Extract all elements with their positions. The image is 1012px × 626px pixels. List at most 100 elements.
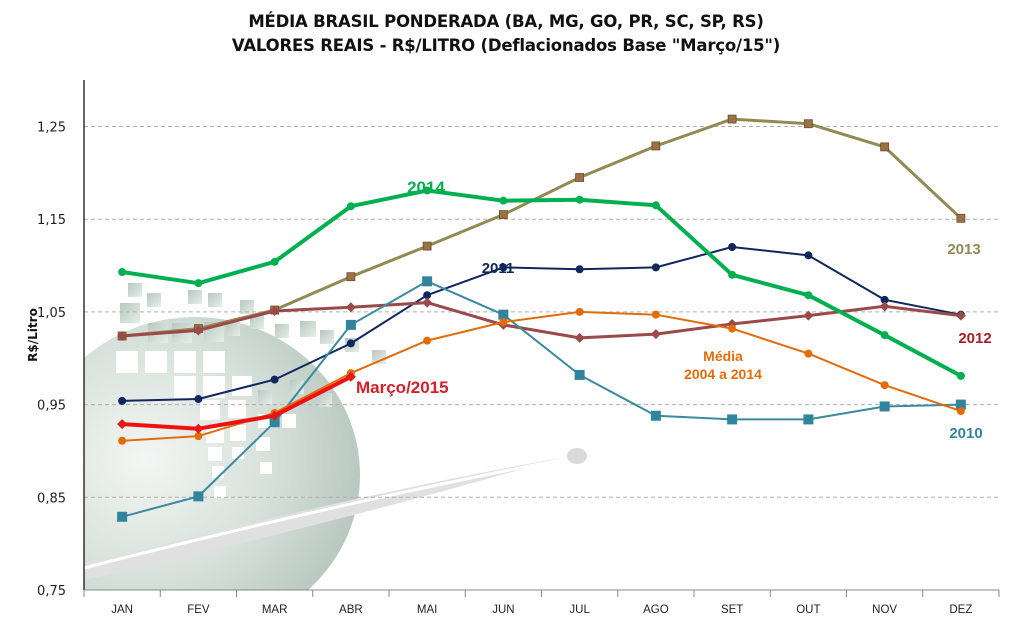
y-tick-label: 1,15	[37, 213, 66, 228]
chart-title-block: MÉDIA BRASIL PONDERADA (BA, MG, GO, PR, …	[0, 10, 1012, 58]
y-tick-labels: 0,75 0,85 0,95 1,05 1,15 1,25	[37, 121, 66, 600]
watermark-square	[250, 315, 264, 329]
data-point	[575, 265, 584, 274]
data-point	[880, 381, 889, 390]
data-point	[194, 395, 203, 404]
watermark-square	[174, 351, 196, 373]
watermark-square	[200, 400, 220, 420]
data-point	[423, 336, 432, 345]
data-point	[804, 251, 813, 260]
data-point	[345, 371, 356, 382]
watermark-square	[282, 414, 296, 428]
series-label-media-range: 2004 a 2014	[684, 366, 762, 382]
data-point	[575, 307, 584, 316]
data-point	[728, 270, 737, 279]
data-point	[728, 324, 737, 333]
x-tick-label: DEZ	[949, 604, 972, 616]
watermark-square	[275, 324, 289, 338]
data-point	[193, 423, 204, 434]
data-point	[880, 295, 889, 304]
data-point	[117, 419, 128, 430]
data-point	[956, 371, 965, 380]
data-point	[423, 291, 432, 300]
data-point	[727, 414, 738, 425]
data-point	[803, 119, 813, 129]
x-tick-label: AGO	[643, 604, 669, 616]
chart-subtitle: VALORES REAIS - R$/LITRO (Deflacionados …	[231, 36, 781, 55]
data-point	[956, 407, 965, 416]
watermark-square	[174, 376, 196, 398]
data-point	[422, 276, 433, 287]
x-tick-label: JUN	[492, 604, 514, 616]
watermark-square	[203, 376, 225, 398]
data-point	[650, 410, 661, 421]
data-point	[804, 349, 813, 358]
data-point	[651, 310, 660, 319]
data-point	[498, 309, 509, 320]
watermark-square	[240, 300, 254, 314]
watermark-square	[300, 321, 316, 337]
x-tick-label: JAN	[111, 604, 133, 616]
series-group	[117, 114, 966, 522]
watermark-square	[147, 293, 161, 307]
series-label-marco-2015: Março/2015	[356, 378, 449, 397]
series-line	[121, 188, 962, 378]
x-tick-label: JUL	[569, 604, 590, 616]
watermark-dot	[567, 448, 587, 464]
data-point	[651, 201, 660, 210]
watermark-square	[256, 437, 270, 451]
series-line	[121, 375, 352, 431]
series-label-2014: 2014	[407, 178, 445, 197]
data-point	[269, 417, 280, 428]
data-point	[194, 279, 203, 288]
watermark-square	[203, 351, 225, 373]
watermark-square	[318, 393, 332, 407]
watermark-swoosh	[84, 458, 560, 580]
data-point	[270, 375, 279, 384]
watermark-square	[120, 303, 140, 323]
data-point	[575, 195, 584, 204]
data-point	[575, 173, 585, 182]
data-point	[651, 263, 660, 272]
watermark-swoosh-highlight	[84, 458, 561, 570]
data-point	[803, 414, 814, 425]
series-label-media: Média	[703, 348, 743, 364]
series-labels: 2014 2011 2013 2012 2010 Média 2004 a 20…	[356, 178, 992, 442]
data-point	[803, 310, 814, 321]
data-point	[118, 436, 127, 445]
watermark-square	[128, 283, 142, 297]
data-point	[804, 291, 813, 300]
x-tick-label: MAI	[417, 604, 437, 616]
x-tick-labels: JAN FEV MAR ABR MAI JUN JUL AGO SET OUT NOV DEZ	[83, 590, 1000, 616]
chart-title: MÉDIA BRASIL PONDERADA (BA, MG, GO, PR, …	[248, 12, 764, 31]
watermark-square	[320, 330, 334, 344]
series-2014	[118, 186, 965, 380]
watermark-square	[208, 293, 222, 307]
y-tick-label: 0,75	[37, 584, 66, 599]
data-point	[879, 301, 890, 312]
data-point	[118, 396, 127, 405]
watermark-square	[258, 390, 272, 404]
series-2011	[118, 243, 965, 405]
y-tick-label: 0,85	[37, 491, 66, 506]
data-point	[574, 369, 585, 380]
data-point	[727, 114, 737, 124]
data-point	[880, 142, 890, 152]
y-tick-label: 1,05	[37, 306, 66, 321]
data-point	[879, 401, 890, 412]
watermark-logo	[84, 283, 587, 590]
x-tick-label: SET	[721, 604, 743, 616]
watermark-square	[230, 425, 246, 441]
data-point	[499, 318, 508, 327]
series-label-2010: 2010	[949, 425, 982, 442]
y-tick-label: 1,25	[37, 121, 66, 136]
data-point	[499, 196, 508, 205]
watermark-square	[260, 462, 272, 474]
data-point	[499, 263, 508, 272]
data-point	[346, 202, 355, 211]
data-point	[269, 410, 280, 421]
data-point	[423, 186, 432, 195]
data-point	[117, 331, 128, 342]
x-tick-label: ABR	[339, 604, 363, 616]
x-tick-label: FEV	[187, 604, 210, 616]
